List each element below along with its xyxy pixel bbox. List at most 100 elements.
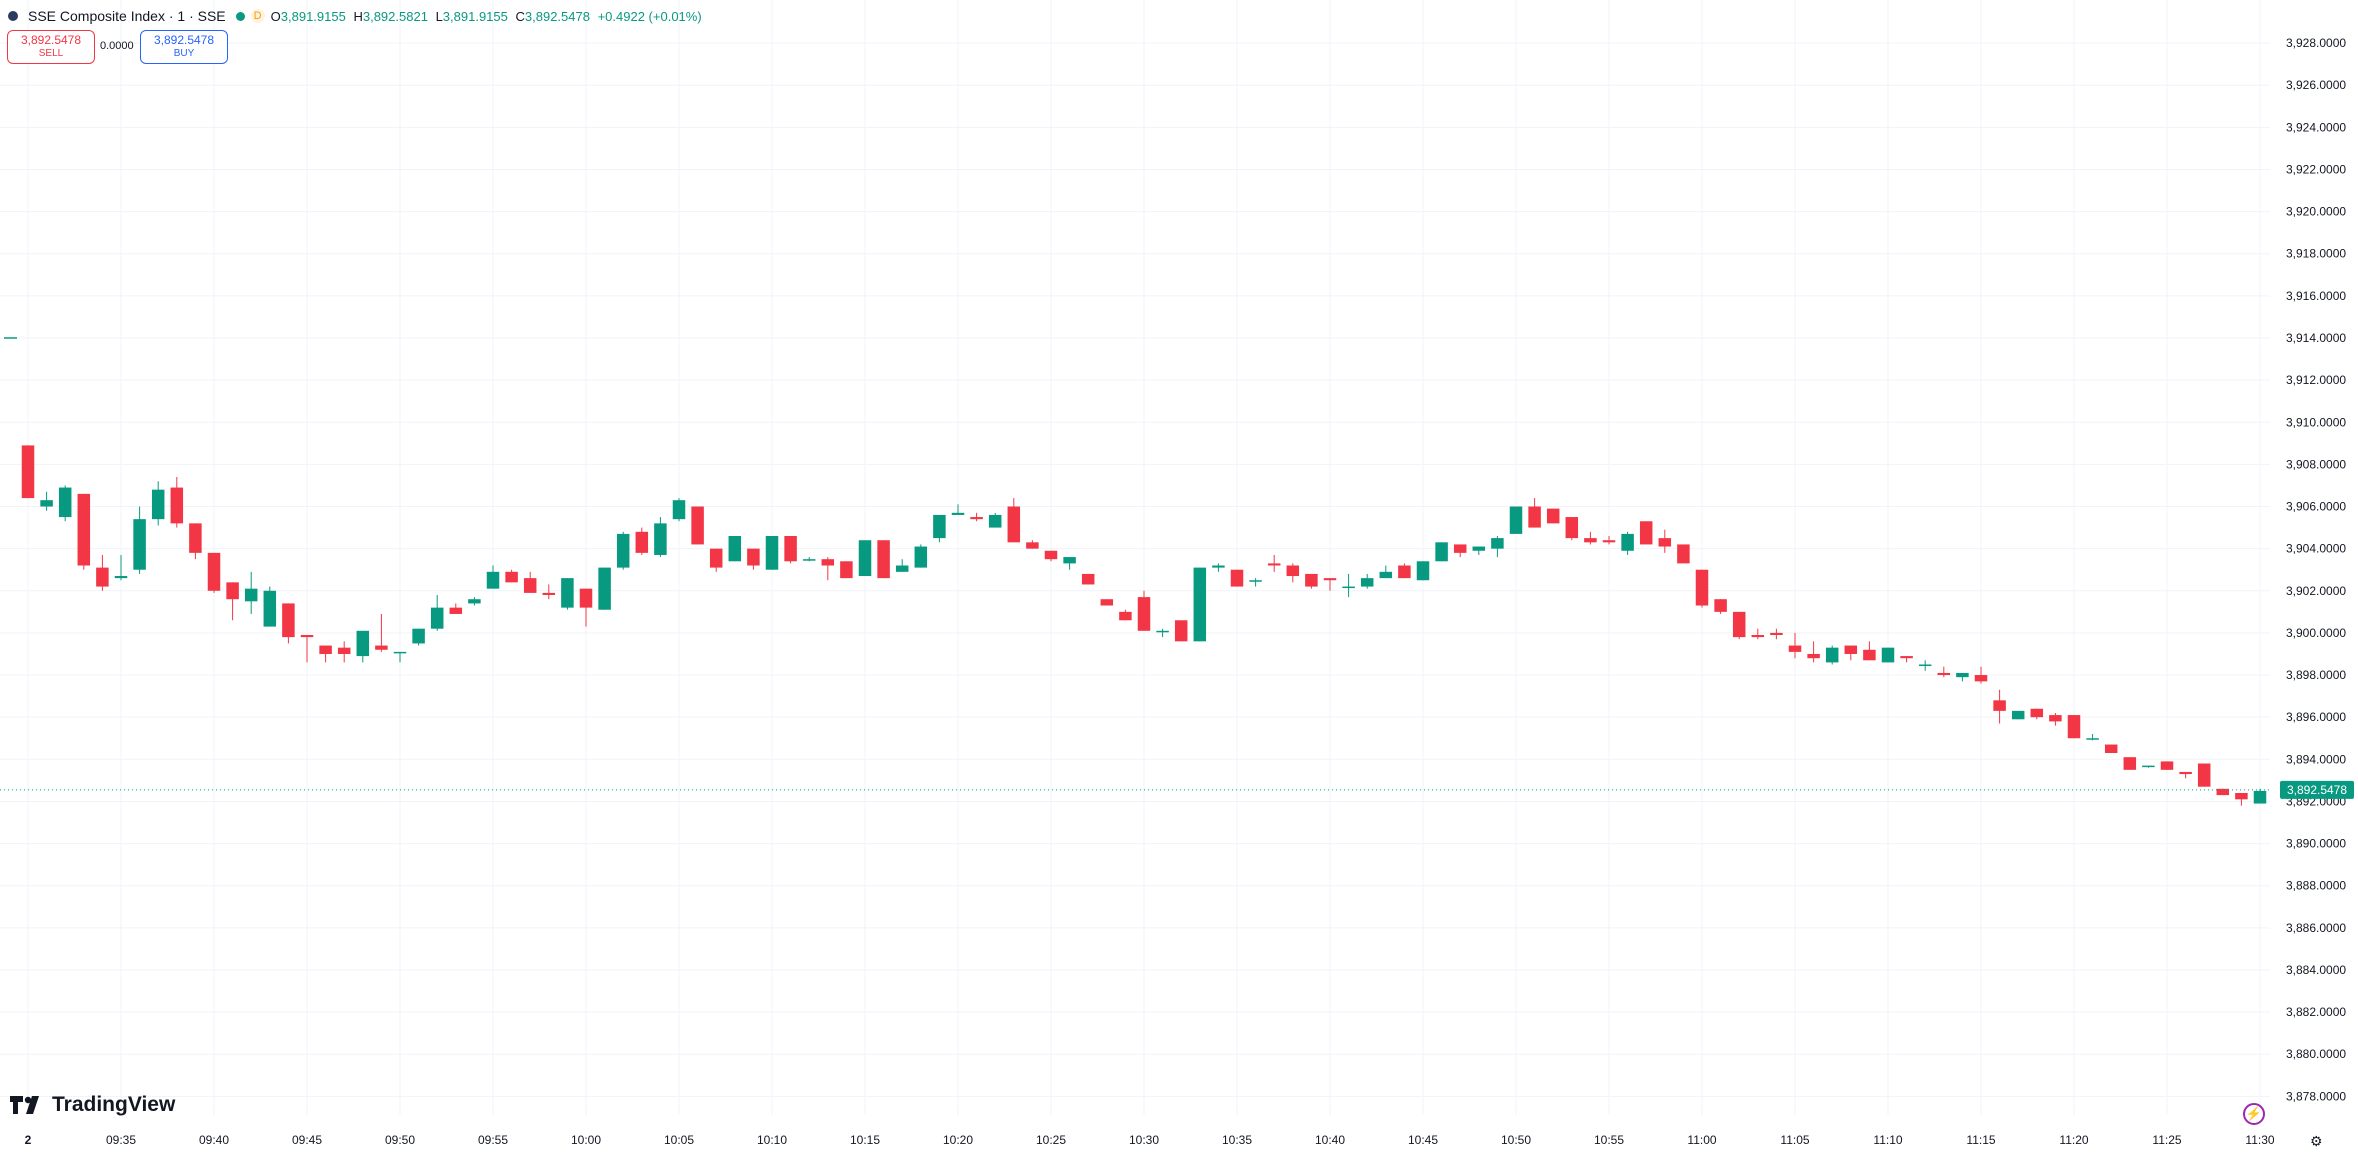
candle: [616, 531, 630, 570]
candle: [1453, 544, 1467, 558]
time-tick-label: 11:00: [1687, 1133, 1716, 1147]
time-tick-label: 11:10: [1873, 1133, 1902, 1147]
candle: [2123, 757, 2137, 770]
time-tick-label: 10:40: [1315, 1133, 1345, 1147]
time-tick-label: 10:45: [1408, 1133, 1438, 1147]
sell-label: SELL: [38, 48, 64, 59]
low-value: 3,891.9155: [442, 8, 508, 24]
candle-body: [747, 548, 760, 566]
time-tick-label: 11:05: [1780, 1133, 1809, 1147]
candle: [430, 594, 444, 631]
price-axis[interactable]: 3,928.0000 3,926.0000 3,924.0000 3,922.0000…: [2286, 36, 2346, 1103]
candle: [1974, 666, 1988, 684]
candle: [988, 512, 1002, 528]
candle-body: [2123, 757, 2137, 770]
candle: [244, 571, 258, 614]
candle: [263, 586, 277, 627]
candle: [691, 506, 704, 545]
price-tick-label: 3,906.0000: [2286, 500, 2346, 514]
candle-body: [1081, 573, 1095, 585]
candle-body: [1119, 611, 1132, 621]
lightning-icon[interactable]: ⚡: [2243, 1103, 2265, 1125]
candle: [1900, 656, 1913, 663]
candle-body: [1602, 540, 1616, 543]
candle: [1918, 660, 1932, 671]
candle-body: [1546, 508, 1560, 524]
candle-body: [2160, 761, 2174, 770]
time-tick-label: 10:15: [850, 1133, 880, 1147]
candle: [40, 491, 53, 511]
candle: [1732, 611, 1746, 640]
candle-body: [1658, 538, 1672, 547]
price-tick-label: 3,880.0000: [2286, 1047, 2346, 1061]
candle: [1677, 544, 1690, 564]
candle-body: [821, 559, 835, 566]
candle-body: [1993, 700, 2006, 711]
candle-body: [1732, 611, 1746, 638]
candle-body: [561, 578, 574, 608]
price-tick-label: 3,894.0000: [2286, 752, 2346, 766]
candle-body: [1416, 561, 1430, 581]
candle: [1212, 563, 1225, 572]
candle: [1584, 531, 1597, 545]
candle-body: [2086, 738, 2099, 740]
candle-body: [2216, 788, 2230, 796]
candle-body: [2253, 790, 2267, 804]
price-tick-label: 3,886.0000: [2286, 921, 2346, 935]
candle: [1658, 529, 1672, 553]
candle-body: [579, 588, 593, 608]
time-tick-label: 11:15: [1966, 1133, 1995, 1147]
candle: [672, 498, 686, 522]
candle: [1751, 628, 1765, 640]
candle-body: [1900, 656, 1913, 659]
last-price-label: 3,892.5478: [2287, 783, 2347, 797]
candle: [189, 523, 202, 560]
last-price-tag: [2280, 780, 2354, 799]
candle: [151, 481, 165, 526]
candle-body: [2142, 765, 2155, 768]
time-tick-label: 10:20: [943, 1133, 973, 1147]
time-tick-label: 11:30: [2245, 1133, 2274, 1147]
candle: [2235, 793, 2248, 806]
candle: [1509, 506, 1523, 534]
buy-button[interactable]: 3,892.5478 BUY: [140, 30, 228, 64]
candle-body: [1360, 578, 1374, 587]
candle: [1119, 609, 1132, 621]
candle-body: [1881, 647, 1895, 663]
candle: [486, 565, 500, 589]
candle: [1230, 569, 1244, 587]
candle: [1993, 689, 2006, 724]
candle: [784, 536, 797, 564]
candle-body: [1342, 586, 1355, 589]
candle-body: [226, 582, 239, 600]
buy-price: 3,892.5478: [153, 33, 215, 47]
gear-icon[interactable]: ⚙: [2310, 1133, 2323, 1149]
candle-body: [988, 514, 1002, 528]
candle-body: [2235, 793, 2248, 800]
chart-header: SSE Composite Index · 1 · SSE D O3,891.9…: [8, 6, 706, 26]
time-axis[interactable]: 2 09:35 09:40 09:45 09:50 09:55 10:00 10:05 10:1…: [25, 1133, 2275, 1147]
candle-body: [244, 588, 258, 602]
candle-body: [1026, 542, 1039, 549]
candle-body: [412, 628, 425, 644]
symbol-title[interactable]: SSE Composite Index · 1 · SSE: [28, 8, 226, 24]
candle-body: [1491, 538, 1504, 549]
price-line-overlay: 3,892.5478: [0, 337, 2354, 799]
candle-body: [802, 559, 816, 561]
candle-body: [2011, 710, 2025, 720]
candle-body: [933, 514, 946, 539]
price-tick-label: 3,888.0000: [2286, 879, 2346, 893]
candle-body: [1844, 645, 1858, 654]
sell-button[interactable]: 3,892.5478 SELL: [7, 30, 95, 64]
price-tick-label: 3,912.0000: [2286, 373, 2346, 387]
candle: [2011, 710, 2025, 720]
candle-body: [449, 607, 463, 614]
price-tick-label: 3,898.0000: [2286, 668, 2346, 682]
tradingview-logo[interactable]: TradingView: [10, 1093, 175, 1117]
candle-body: [393, 651, 407, 654]
candle-body: [765, 536, 779, 570]
time-tick-label: 10:10: [757, 1133, 787, 1147]
price-tick-label: 3,878.0000: [2286, 1089, 2346, 1103]
price-tick-label: 3,884.0000: [2286, 963, 2346, 977]
